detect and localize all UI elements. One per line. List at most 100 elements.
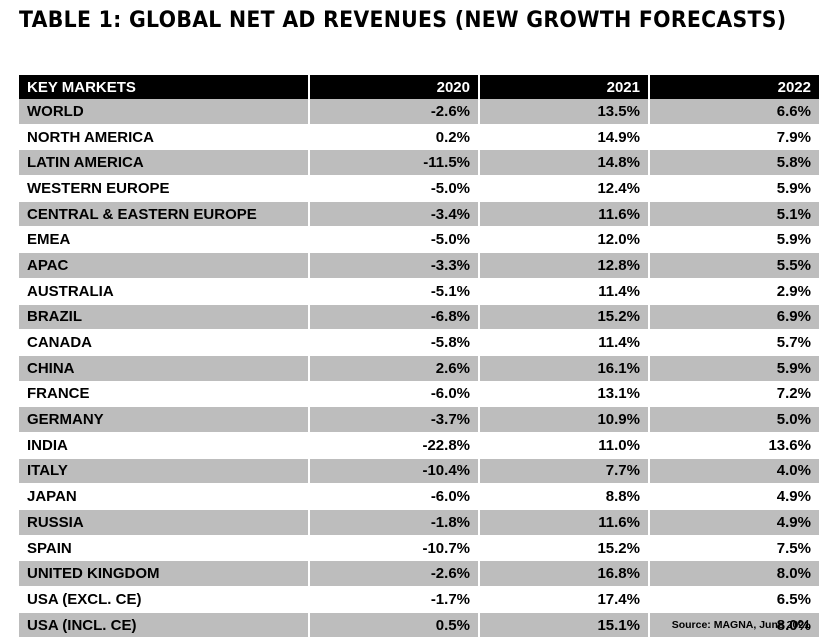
column-header-2020: 2020: [309, 75, 480, 99]
value-2020-cell: -5.0%: [309, 175, 480, 202]
table-row: WESTERN EUROPE -5.0% 12.4% 5.9%: [19, 175, 819, 202]
value-2020-cell: -22.8%: [309, 432, 480, 459]
value-2021-cell: 16.8%: [479, 560, 650, 588]
market-cell: AUSTRALIA: [19, 278, 310, 305]
market-cell: APAC: [19, 252, 310, 279]
value-2020-cell: -5.1%: [309, 278, 480, 305]
value-2021-cell: 15.2%: [479, 535, 650, 562]
market-cell: SPAIN: [19, 535, 310, 562]
value-2021-cell: 11.4%: [479, 329, 650, 356]
value-2020-cell: -1.8%: [309, 509, 480, 536]
header-row: KEY MARKETS 2020 2021 2022: [19, 75, 819, 99]
value-2022-cell: 2.9%: [649, 278, 819, 305]
table-row: CENTRAL & EASTERN EUROPE -3.4% 11.6% 5.1%: [19, 201, 819, 228]
value-2020-cell: -1.7%: [309, 586, 480, 613]
ad-revenue-table: KEY MARKETS 2020 2021 2022 WORLD -2.6% 13.…: [19, 75, 819, 639]
column-header-2022: 2022: [649, 75, 819, 99]
market-cell: EMEA: [19, 226, 310, 254]
value-2021-cell: 13.1%: [479, 381, 650, 408]
value-2020-cell: -3.3%: [309, 252, 480, 279]
value-2020-cell: -5.8%: [309, 329, 480, 356]
value-2021-cell: 12.8%: [479, 252, 650, 279]
value-2020-cell: -2.6%: [309, 560, 480, 588]
table-header: KEY MARKETS 2020 2021 2022: [19, 75, 819, 99]
market-cell: GERMANY: [19, 406, 310, 433]
value-2021-cell: 8.8%: [479, 483, 650, 510]
value-2021-cell: 10.9%: [479, 406, 650, 433]
value-2020-cell: -10.4%: [309, 458, 480, 485]
table-row: USA (EXCL. CE) -1.7% 17.4% 6.5%: [19, 586, 819, 613]
value-2020-cell: 0.2%: [309, 124, 480, 151]
value-2022-cell: 5.1%: [649, 201, 819, 228]
market-cell: WESTERN EUROPE: [19, 175, 310, 202]
table-row: RUSSIA -1.8% 11.6% 4.9%: [19, 509, 819, 536]
value-2021-cell: 16.1%: [479, 355, 650, 382]
table-body: WORLD -2.6% 13.5% 6.6% NORTH AMERICA 0.2% 14.9…: [19, 99, 819, 639]
market-cell: INDIA: [19, 432, 310, 459]
value-2022-cell: 4.9%: [649, 483, 819, 510]
value-2022-cell: 13.6%: [649, 432, 819, 459]
value-2021-cell: 7.7%: [479, 458, 650, 485]
value-2020-cell: -6.0%: [309, 381, 480, 408]
market-cell: CENTRAL & EASTERN EUROPE: [19, 201, 310, 228]
value-2021-cell: 14.9%: [479, 124, 650, 151]
market-cell: NORTH AMERICA: [19, 124, 310, 151]
market-cell: LATIN AMERICA: [19, 149, 310, 177]
value-2022-cell: 6.6%: [649, 99, 819, 125]
value-2022-cell: 4.9%: [649, 509, 819, 536]
market-cell: ITALY: [19, 458, 310, 485]
table-row: UNITED KINGDOM -2.6% 16.8% 8.0%: [19, 560, 819, 588]
table-row: NORTH AMERICA 0.2% 14.9% 7.9%: [19, 124, 819, 151]
market-cell: USA (INCL. CE): [19, 612, 310, 639]
value-2022-cell: 4.0%: [649, 458, 819, 485]
value-2021-cell: 15.2%: [479, 304, 650, 331]
value-2021-cell: 12.0%: [479, 226, 650, 254]
source-note: Source: MAGNA, June 2021: [671, 619, 810, 631]
table-container: KEY MARKETS 2020 2021 2022 WORLD -2.6% 13.…: [19, 75, 819, 639]
value-2021-cell: 11.0%: [479, 432, 650, 459]
market-cell: BRAZIL: [19, 304, 310, 331]
value-2022-cell: 6.9%: [649, 304, 819, 331]
value-2020-cell: -3.7%: [309, 406, 480, 433]
value-2020-cell: -3.4%: [309, 201, 480, 228]
value-2020-cell: -6.0%: [309, 483, 480, 510]
value-2022-cell: 6.5%: [649, 586, 819, 613]
table-row: USA (INCL. CE) 0.5% 15.1% 8.0%: [19, 612, 819, 639]
table-row: GERMANY -3.7% 10.9% 5.0%: [19, 406, 819, 433]
column-header-2021: 2021: [479, 75, 650, 99]
value-2020-cell: -2.6%: [309, 99, 480, 125]
table-row: WORLD -2.6% 13.5% 6.6%: [19, 99, 819, 125]
market-cell: USA (EXCL. CE): [19, 586, 310, 613]
value-2020-cell: -11.5%: [309, 149, 480, 177]
table-row: AUSTRALIA -5.1% 11.4% 2.9%: [19, 278, 819, 305]
market-cell: CHINA: [19, 355, 310, 382]
value-2022-cell: 5.0%: [649, 406, 819, 433]
table-row: LATIN AMERICA -11.5% 14.8% 5.8%: [19, 149, 819, 177]
value-2022-cell: 7.5%: [649, 535, 819, 562]
value-2021-cell: 15.1%: [479, 612, 650, 639]
value-2020-cell: -6.8%: [309, 304, 480, 331]
market-cell: WORLD: [19, 99, 310, 125]
value-2021-cell: 14.8%: [479, 149, 650, 177]
market-cell: RUSSIA: [19, 509, 310, 536]
page-title: TABLE 1: GLOBAL NET AD REVENUES (NEW GRO…: [19, 8, 787, 33]
column-header-key-markets: KEY MARKETS: [19, 75, 310, 99]
table-row: SPAIN -10.7% 15.2% 7.5%: [19, 535, 819, 562]
value-2022-cell: 5.7%: [649, 329, 819, 356]
table-row: JAPAN -6.0% 8.8% 4.9%: [19, 483, 819, 510]
value-2021-cell: 17.4%: [479, 586, 650, 613]
market-cell: JAPAN: [19, 483, 310, 510]
table-row: APAC -3.3% 12.8% 5.5%: [19, 252, 819, 279]
value-2021-cell: 12.4%: [479, 175, 650, 202]
value-2022-cell: 5.9%: [649, 226, 819, 254]
value-2020-cell: 0.5%: [309, 612, 480, 639]
value-2022-cell: 7.2%: [649, 381, 819, 408]
value-2022-cell: 8.0%: [649, 560, 819, 588]
market-cell: UNITED KINGDOM: [19, 560, 310, 588]
value-2022-cell: 5.8%: [649, 149, 819, 177]
value-2021-cell: 13.5%: [479, 99, 650, 125]
value-2020-cell: -5.0%: [309, 226, 480, 254]
value-2022-cell: 7.9%: [649, 124, 819, 151]
value-2021-cell: 11.6%: [479, 201, 650, 228]
market-cell: CANADA: [19, 329, 310, 356]
